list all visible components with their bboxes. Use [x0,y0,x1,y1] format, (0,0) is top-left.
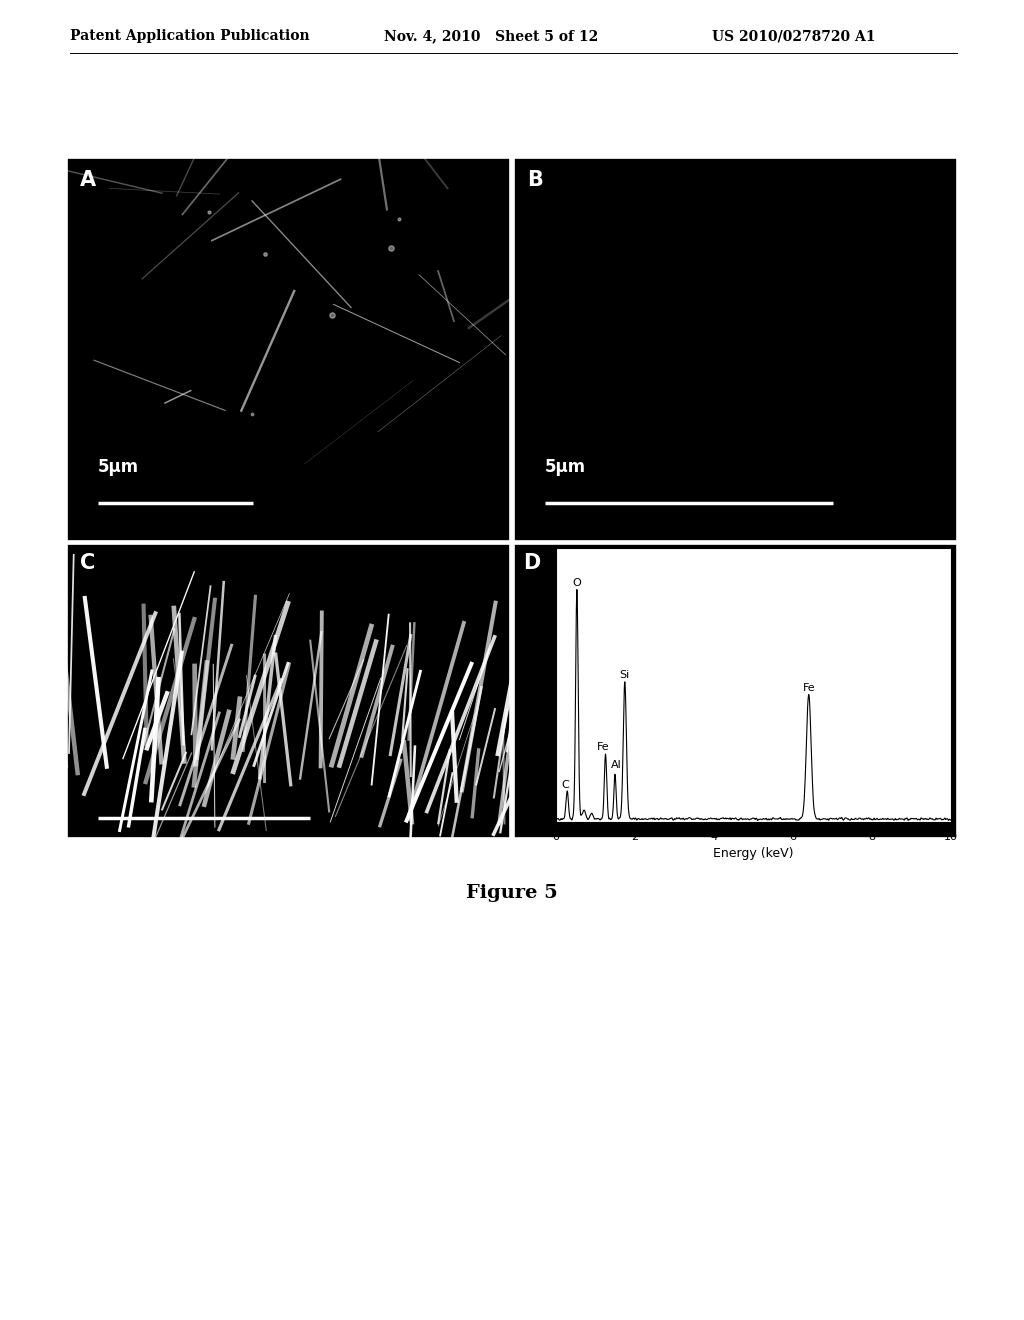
Text: 5μm: 5μm [97,458,138,477]
Text: D: D [523,553,541,573]
Point [391,209,408,230]
Text: B: B [527,170,543,190]
Text: Fe: Fe [803,682,815,693]
Point [383,238,399,259]
Text: A: A [80,170,96,190]
Text: Al: Al [610,760,622,770]
Point [257,243,273,264]
Text: Figure 5: Figure 5 [466,884,558,903]
Text: Patent Application Publication: Patent Application Publication [70,29,309,44]
X-axis label: Energy (keV): Energy (keV) [714,847,794,861]
Text: C: C [561,780,568,789]
Text: Nov. 4, 2010   Sheet 5 of 12: Nov. 4, 2010 Sheet 5 of 12 [384,29,598,44]
Text: Fe: Fe [596,742,609,752]
Point [244,403,260,424]
Y-axis label: Intensity (a.u.): Intensity (a.u.) [538,639,551,731]
Point [325,305,341,326]
Point [201,202,217,223]
Text: 5μm: 5μm [545,458,586,477]
Text: C: C [80,553,95,573]
Text: Si: Si [620,671,630,680]
Text: US 2010/0278720 A1: US 2010/0278720 A1 [712,29,876,44]
Text: O: O [572,578,582,589]
